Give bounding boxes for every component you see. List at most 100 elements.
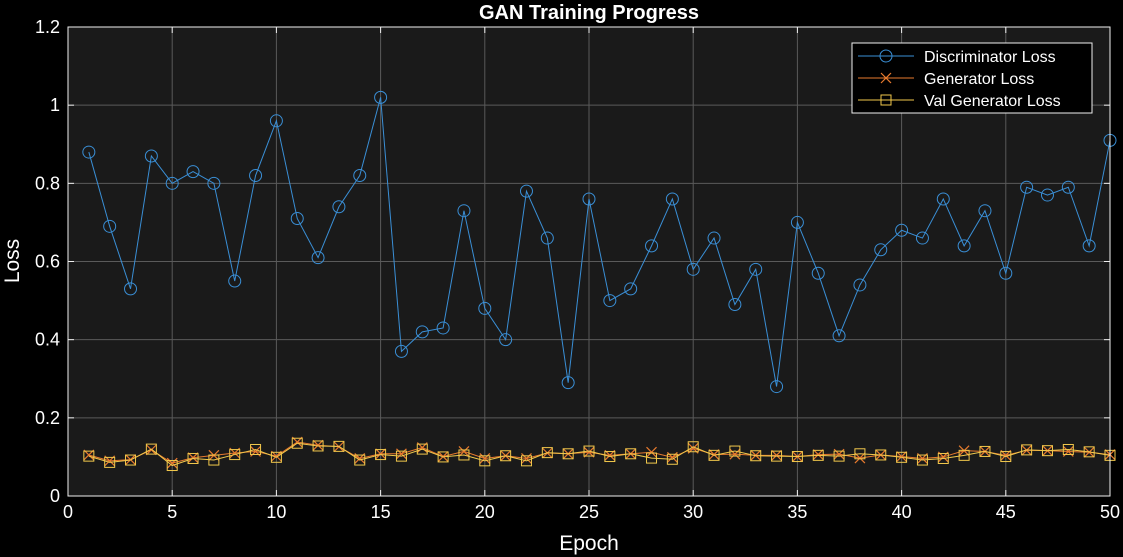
val-generator-loss-point (437, 451, 449, 463)
y-tick-label: 1.2 (35, 17, 60, 37)
val-generator-loss-point (208, 454, 220, 466)
discriminator-loss-point (519, 184, 533, 198)
chart-title: GAN Training Progress (479, 2, 699, 24)
discriminator-loss-point (811, 266, 825, 280)
discriminator-loss-point (228, 274, 242, 288)
val-generator-loss-point (687, 441, 699, 453)
y-axis-label: Loss (1, 239, 24, 283)
val-generator-loss-point (604, 451, 616, 463)
val-generator-loss-point (625, 448, 637, 460)
discriminator-loss-point (582, 192, 596, 206)
val-generator-loss-point (125, 454, 137, 466)
discriminator-loss-point (394, 344, 408, 358)
legend: Discriminator Loss Generator Loss Val Gene… (851, 42, 1093, 114)
discriminator-loss-point (103, 219, 117, 233)
generator-loss-point (396, 448, 407, 460)
discriminator-loss-point (936, 192, 950, 206)
val-generator-loss-point (500, 450, 512, 462)
val-generator-loss-point (750, 450, 762, 462)
discriminator-loss-point (415, 325, 429, 339)
val-generator-loss-point (375, 449, 387, 461)
discriminator-loss-point (895, 223, 909, 237)
val-generator-loss-point (708, 449, 720, 461)
generator-loss-point (375, 448, 387, 460)
val-generator-loss-point (833, 450, 845, 462)
val-generator-loss-point (83, 450, 95, 462)
x-tick-label: 40 (892, 502, 912, 522)
y-tick-label: 1 (50, 95, 60, 115)
val-generator-loss-point (958, 449, 970, 461)
val-generator-loss-point (312, 440, 324, 452)
discriminator-loss-point (1040, 188, 1054, 202)
generator-loss-point (708, 449, 720, 460)
val-generator-loss-point (229, 449, 241, 461)
discriminator-loss-point (269, 114, 283, 128)
val-generator-loss-point (395, 450, 407, 462)
val-generator-loss-point (104, 456, 116, 468)
x-tick-label: 10 (266, 502, 286, 522)
discriminator-loss-point (165, 176, 179, 190)
discriminator-loss-line (88, 97, 1111, 387)
discriminator-loss-point (478, 301, 492, 315)
discriminator-loss-point (790, 215, 804, 229)
val-generator-loss-point (937, 452, 949, 464)
discriminator-loss-point (915, 231, 929, 245)
val-generator-loss-point (416, 443, 428, 455)
x-tick-label: 30 (683, 502, 703, 522)
y-tick-label: 0 (50, 486, 60, 506)
discriminator-loss-point (311, 251, 325, 265)
val-generator-loss-point (458, 449, 470, 461)
discriminator-loss-point (499, 333, 513, 347)
val-generator-loss-point (1062, 443, 1074, 455)
discriminator-loss-point (353, 169, 367, 183)
x-tick-label: 45 (996, 502, 1016, 522)
y-tick-label: 0.8 (35, 173, 60, 193)
discriminator-loss-point (561, 376, 575, 390)
legend-marker-generator-loss (880, 72, 892, 84)
tick-labels: 0 5 10 15 20 25 30 35 40 45 50 0 0.2 0.4 0.6 0.8 1 1.2 (35, 17, 1120, 522)
val-generator-loss-point (562, 448, 574, 460)
generator-loss-point (646, 446, 657, 458)
discriminator-loss-point (144, 149, 158, 163)
discriminator-loss-point (645, 239, 659, 253)
discriminator-loss-point (603, 294, 617, 308)
generator-loss-point (521, 453, 532, 464)
val-generator-loss-point (729, 445, 741, 457)
val-generator-loss-point (145, 443, 157, 455)
series-group (82, 90, 1117, 472)
generator-loss-point (812, 449, 824, 460)
discriminator-loss-point (957, 239, 971, 253)
discriminator-loss-series (82, 90, 1117, 394)
discriminator-loss-point (624, 282, 638, 296)
val-generator-loss-point (979, 445, 991, 457)
y-tick-label: 0.6 (35, 252, 60, 272)
discriminator-loss-point (770, 380, 784, 394)
legend-label-generator-loss: Generator Loss (924, 71, 1034, 88)
discriminator-loss-point (457, 204, 471, 218)
val-generator-loss-point (583, 445, 595, 457)
val-generator-loss-point (541, 447, 553, 459)
val-generator-loss-point (771, 450, 783, 462)
discriminator-loss-point (728, 297, 742, 311)
x-tick-label: 20 (475, 502, 495, 522)
generator-loss-point (312, 439, 324, 451)
val-generator-loss-point (812, 449, 824, 461)
discriminator-loss-point (186, 165, 200, 179)
generator-loss-point (729, 448, 741, 460)
discriminator-loss-point (874, 243, 888, 257)
y-tick-label: 0.2 (35, 408, 60, 428)
val-generator-loss-point (666, 453, 678, 465)
discriminator-loss-point (290, 212, 304, 226)
val-generator-loss-point (916, 454, 928, 466)
val-generator-loss-point (166, 460, 178, 472)
discriminator-loss-point (249, 169, 263, 183)
x-tick-label: 5 (167, 502, 177, 522)
val-generator-loss-point (854, 448, 866, 460)
discriminator-loss-point (374, 90, 388, 104)
generator-loss-point (479, 453, 491, 464)
generator-loss-point (771, 449, 782, 461)
x-tick-label: 15 (371, 502, 391, 522)
generator-loss-point (145, 444, 157, 456)
legend-label-val-generator-loss: Val Generator Loss (924, 93, 1061, 110)
